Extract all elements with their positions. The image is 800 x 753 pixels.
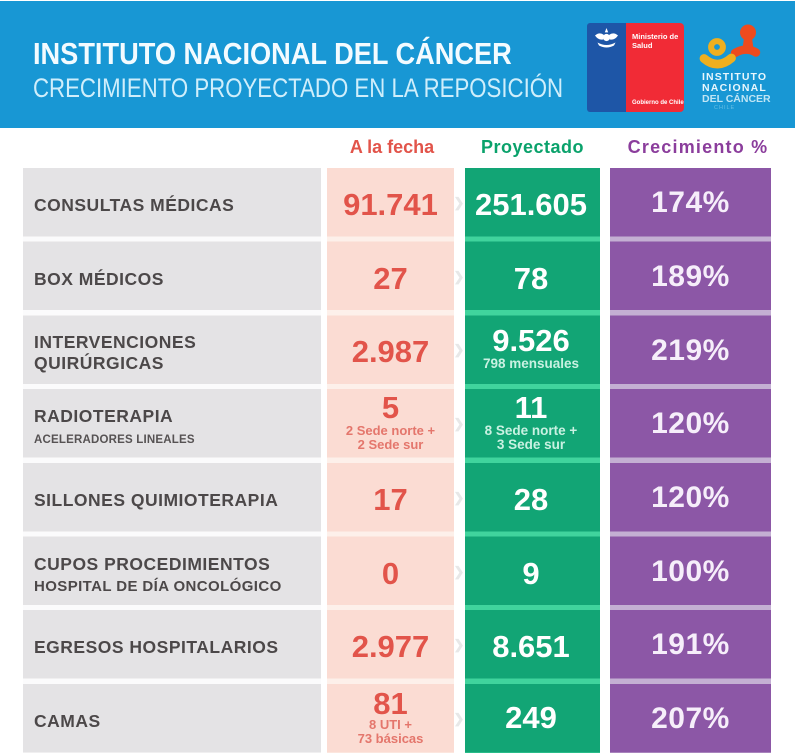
svg-text:NACIONAL: NACIONAL (702, 82, 767, 94)
svg-text:CHILE: CHILE (714, 105, 735, 110)
svg-text:DEL CÁNCER: DEL CÁNCER (702, 92, 771, 105)
svg-text:INSTITUTO: INSTITUTO (702, 71, 767, 83)
